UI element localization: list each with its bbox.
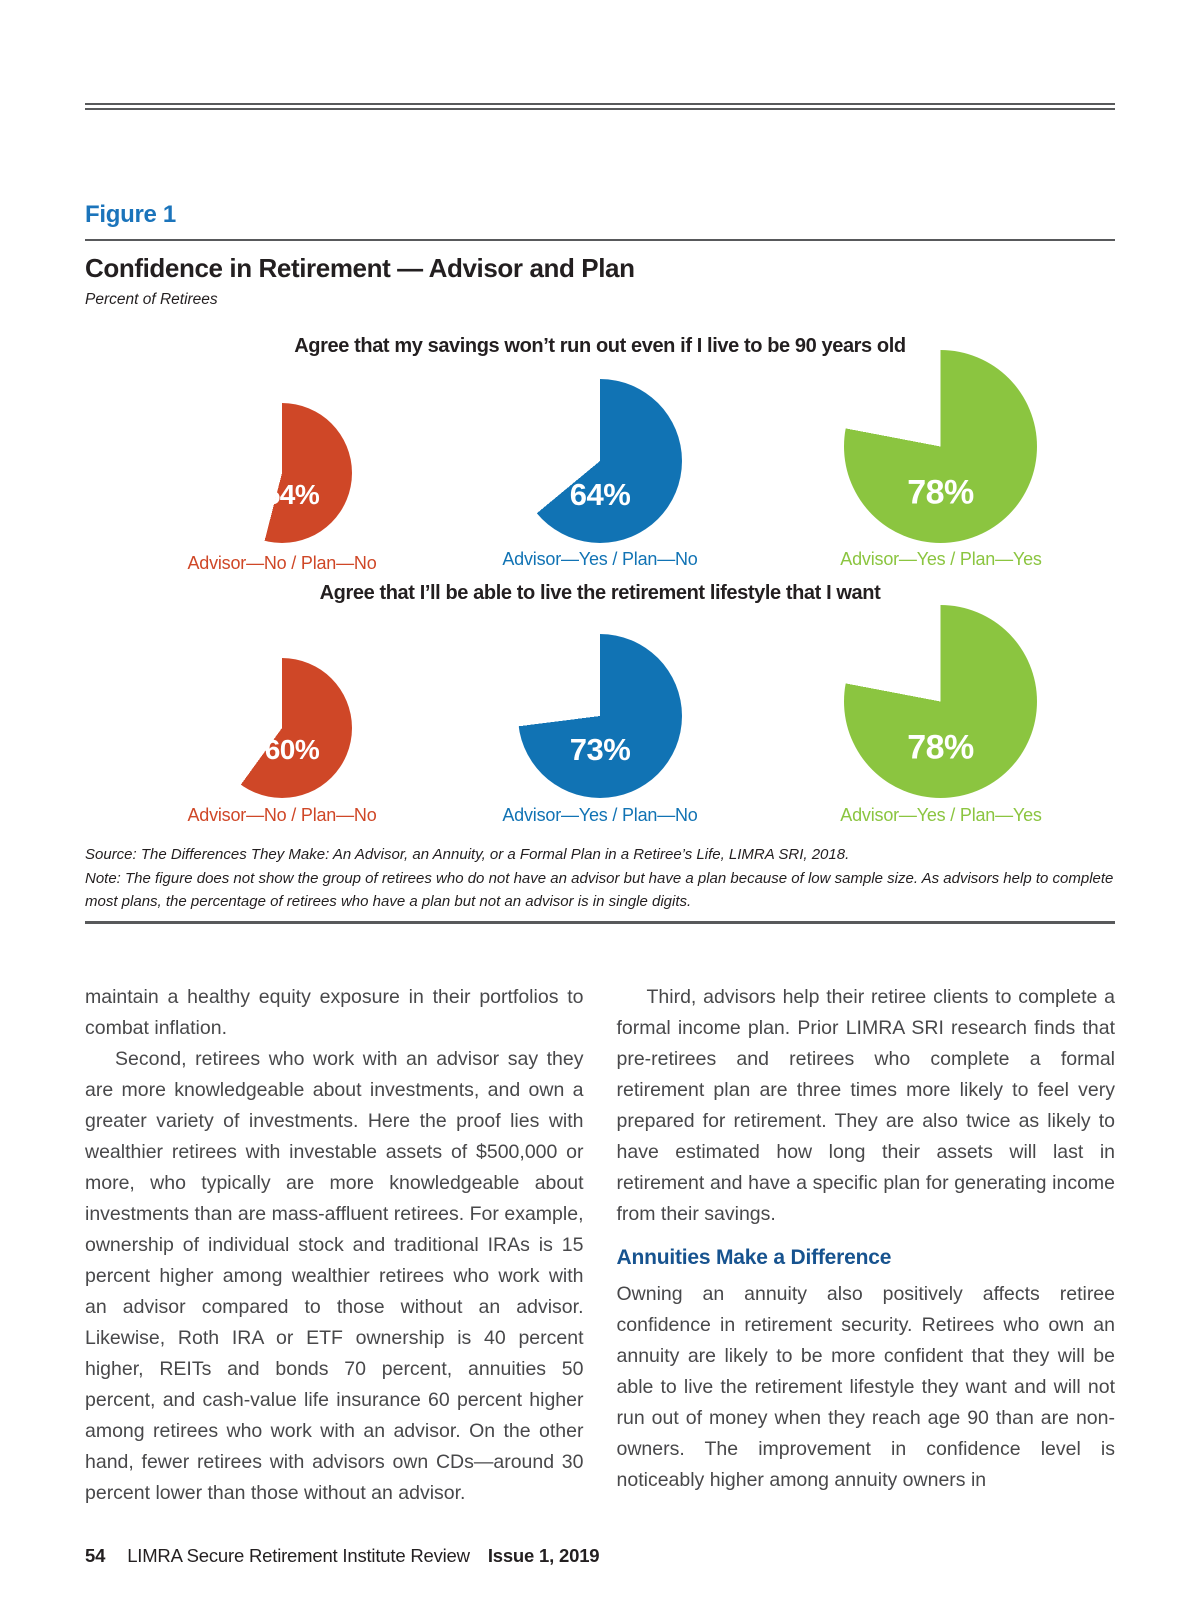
figure-note: Note: The figure does not show the group… bbox=[85, 870, 1114, 910]
paragraph: Second, retirees who work with an adviso… bbox=[85, 1048, 584, 1504]
pie-value-label: 60% bbox=[264, 734, 320, 766]
issue-label: Issue 1, 2019 bbox=[487, 1545, 600, 1566]
figure-title: Confidence in Retirement — Advisor and P… bbox=[85, 253, 635, 283]
page-footer: 54 LIMRA Secure Retirement Institute Revi… bbox=[85, 1545, 600, 1567]
figure-subtitle: Percent of Retirees bbox=[85, 291, 218, 308]
paragraph: Third, advisors help their retiree clien… bbox=[616, 986, 1116, 1225]
pie-advisor-yes-plan-no-lifestyle: 73% bbox=[518, 634, 682, 798]
journal-title: LIMRA Secure Retirement Institute Review bbox=[127, 1545, 470, 1566]
chart-group-title-savings: Agree that my savings won’t run out even… bbox=[294, 335, 906, 357]
section-heading-annuities: Annuities Make a Difference bbox=[616, 1246, 892, 1269]
page-number: 54 bbox=[85, 1545, 106, 1566]
paragraph: Owning an annuity also positively affect… bbox=[616, 1283, 1116, 1491]
article-right-column: Third, advisors help their retiree clien… bbox=[617, 982, 1116, 1509]
pie-advisor-yes-plan-yes-lifestyle: 78% bbox=[844, 605, 1037, 798]
article-left-column: maintain a healthy equity exposure in th… bbox=[85, 982, 584, 1509]
chart-group-title-lifestyle: Agree that I’ll be able to live the reti… bbox=[319, 582, 881, 604]
pie-caption-advisor-no-plan-no: Advisor—No / Plan—No bbox=[187, 805, 377, 825]
pie-caption-advisor-yes-plan-yes: Advisor—Yes / Plan—Yes bbox=[840, 805, 1042, 825]
pie-caption-advisor-yes-plan-no: Advisor—Yes / Plan—No bbox=[502, 549, 698, 569]
pie-advisor-yes-plan-yes-savings: 78% bbox=[844, 350, 1037, 543]
pie-value-label: 54% bbox=[264, 479, 320, 511]
pie-value-label: 78% bbox=[907, 473, 974, 512]
pie-value-label: 64% bbox=[569, 477, 631, 513]
pie-caption-advisor-yes-plan-no: Advisor—Yes / Plan—No bbox=[502, 805, 698, 825]
top-double-rule bbox=[85, 103, 1115, 110]
pie-value-label: 73% bbox=[569, 732, 631, 768]
pie-advisor-no-plan-no-savings: 54% bbox=[212, 403, 352, 543]
figure-label: Figure 1 bbox=[85, 201, 176, 228]
pie-caption-advisor-yes-plan-yes: Advisor—Yes / Plan—Yes bbox=[840, 549, 1042, 569]
pie-advisor-no-plan-no-lifestyle: 60% bbox=[212, 658, 352, 798]
figure-source: Source: The Differences They Make: An Ad… bbox=[85, 846, 850, 863]
pie-advisor-yes-plan-no-savings: 64% bbox=[518, 379, 682, 543]
pie-value-label: 78% bbox=[907, 728, 974, 767]
figure-label-rule bbox=[85, 239, 1115, 241]
pie-caption-advisor-no-plan-no: Advisor—No / Plan—No bbox=[187, 553, 377, 573]
figure-bottom-rule bbox=[85, 921, 1115, 924]
article-body: maintain a healthy equity exposure in th… bbox=[85, 982, 1115, 1509]
pie-chart-figure: Agree that my savings won’t run out even… bbox=[85, 335, 1115, 833]
paragraph: maintain a healthy equity exposure in th… bbox=[85, 986, 584, 1039]
